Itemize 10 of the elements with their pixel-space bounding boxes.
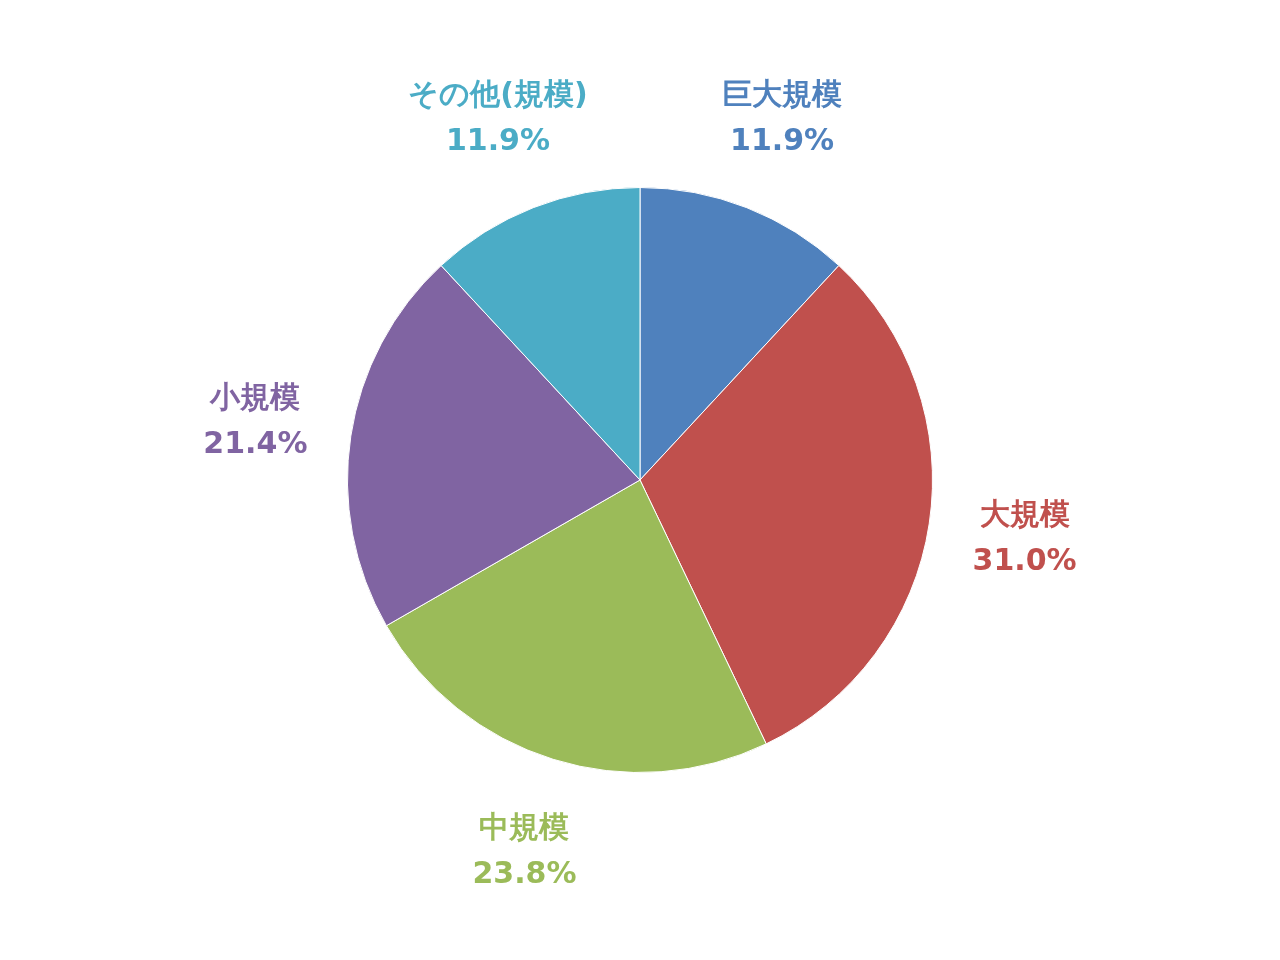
slice-label: 大規模 — [979, 496, 1070, 532]
data-label: 21.4% — [203, 425, 308, 461]
slice-label: 中規模 — [479, 809, 570, 845]
data-label: 11.9% — [730, 121, 835, 157]
data-label: 23.8% — [472, 855, 577, 891]
slice-label: 小規模 — [209, 379, 301, 415]
data-label: 31.0% — [972, 542, 1077, 578]
slice-label: その他(規模) — [408, 75, 588, 111]
data-label: 11.9% — [445, 121, 550, 157]
slice-label: 巨大規模 — [722, 75, 843, 111]
